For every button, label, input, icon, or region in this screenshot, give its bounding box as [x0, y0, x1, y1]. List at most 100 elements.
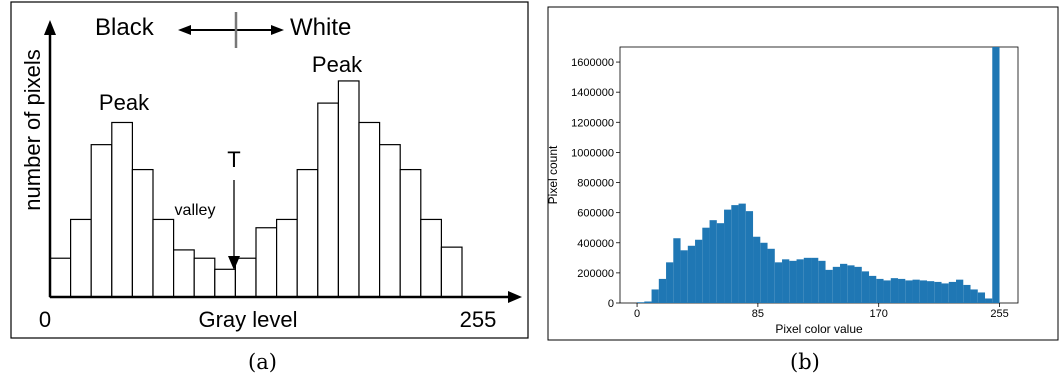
sketch-bar — [255, 227, 278, 298]
histogram-bar — [977, 292, 986, 303]
histogram-sketch-bars — [49, 80, 463, 298]
sketch-bar — [420, 218, 442, 298]
histogram-bar — [898, 278, 906, 303]
histogram-bar — [948, 281, 957, 303]
histogram-bar — [919, 280, 928, 303]
y-tick-label: 600000 — [577, 208, 614, 220]
histogram-bar — [702, 227, 710, 303]
x-tick-label: 0 — [634, 308, 640, 320]
y-ticks: 0 200000 400000 600000 800000 1000000 1200000 1… — [571, 57, 620, 310]
histogram-bar — [651, 289, 659, 303]
sketch-bar — [131, 168, 154, 298]
histogram-bars — [637, 47, 1000, 303]
right-arrow-icon — [271, 25, 284, 35]
sketch-bar — [234, 257, 257, 298]
histogram-bar — [803, 257, 812, 303]
sketch-bar — [276, 218, 298, 298]
histogram-bar — [818, 260, 826, 303]
histogram-bar — [796, 259, 804, 303]
histogram-bar — [905, 280, 913, 303]
sketch-bar — [111, 121, 134, 298]
threshold-arrow-icon — [228, 256, 240, 270]
histogram-bar — [658, 278, 667, 303]
histogram-bar — [963, 284, 971, 303]
peak-left-label: Peak — [99, 90, 150, 115]
histogram-bar — [840, 263, 848, 303]
histogram-bar — [687, 245, 696, 303]
histogram-bar — [854, 266, 862, 303]
histogram-bar — [782, 259, 790, 303]
histogram-bar — [876, 278, 884, 303]
histogram-bar — [774, 262, 783, 303]
y-tick-label: 800000 — [577, 178, 614, 190]
y-axis-arrow-icon — [44, 20, 56, 35]
histogram-sketch: Black White number of pixels Gray level … — [10, 1, 529, 339]
sketch-bar — [193, 257, 216, 298]
valley-label: valley — [175, 202, 216, 219]
left-arrow-icon — [178, 25, 191, 35]
threshold-label: T — [227, 147, 240, 172]
x-axis-label: Gray level — [198, 307, 297, 332]
histogram-bar — [890, 278, 899, 303]
histogram-bar — [673, 238, 681, 303]
histogram-bar — [811, 257, 819, 303]
histogram-bar — [709, 220, 717, 303]
sketch-bar — [173, 249, 195, 298]
white-label: White — [290, 14, 351, 41]
sketch-bar — [69, 218, 92, 298]
x-axis-label: Pixel color value — [775, 322, 863, 336]
caption-a: (a) — [248, 350, 277, 374]
sketch-bar — [296, 168, 319, 298]
histogram-bar — [861, 271, 870, 303]
histogram-bar — [934, 281, 942, 303]
histogram-bar — [666, 262, 674, 303]
histogram-bar — [738, 203, 746, 303]
x-axis-arrow-icon — [508, 291, 522, 303]
histogram-bar — [927, 281, 935, 303]
histogram-bar — [912, 279, 920, 303]
y-axis-label: number of pixels — [20, 49, 45, 210]
histogram-bar — [680, 250, 688, 303]
y-tick-label: 0 — [608, 298, 614, 310]
histogram-bar — [724, 209, 732, 303]
histogram-bar — [753, 236, 761, 303]
histogram-bar — [644, 301, 652, 303]
histogram-bar — [695, 239, 703, 303]
sketch-bar — [337, 80, 360, 298]
y-tick-label: 1200000 — [571, 117, 614, 129]
sketch-bar — [440, 246, 463, 298]
histogram-bar — [716, 223, 725, 303]
histogram-bar — [883, 280, 891, 303]
pixel-histogram-chart: 0 85 170 255 0 200000 400000 600000 800000 10000… — [546, 6, 1059, 341]
sketch-bar — [90, 144, 113, 298]
sketch-bar — [214, 268, 237, 298]
sketch-bar — [317, 102, 339, 298]
panel-a: Black White number of pixels Gray level … — [0, 0, 530, 382]
histogram-bar — [767, 248, 775, 303]
y-tick-label: 1000000 — [571, 147, 614, 159]
peak-right-label: Peak — [312, 52, 363, 77]
panel-b: 0 85 170 255 0 200000 400000 600000 800000 10000… — [530, 0, 1060, 382]
y-tick-label: 1600000 — [571, 57, 614, 69]
sketch-bar — [399, 168, 422, 298]
y-tick-label: 200000 — [577, 268, 614, 280]
histogram-bar — [637, 302, 645, 303]
histogram-bar — [789, 260, 797, 303]
y-tick-label: 400000 — [577, 238, 614, 250]
x-tick-label: 170 — [870, 308, 888, 320]
caption-b: (b) — [790, 350, 820, 374]
x-min-label: 0 — [39, 307, 51, 332]
sketch-bar — [49, 257, 72, 298]
x-max-label: 255 — [460, 307, 497, 332]
histogram-bar — [956, 279, 964, 303]
histogram-bar — [869, 275, 877, 303]
histogram-bar — [970, 289, 978, 303]
x-tick-label: 85 — [752, 308, 764, 320]
histogram-bar — [760, 242, 768, 303]
histogram-bar — [847, 265, 855, 303]
sketch-bar — [379, 144, 401, 298]
sketch-bar — [152, 218, 175, 298]
y-tick-label: 1400000 — [571, 87, 614, 99]
histogram-bar — [992, 47, 1000, 303]
x-ticks: 0 85 170 255 — [634, 303, 1009, 320]
